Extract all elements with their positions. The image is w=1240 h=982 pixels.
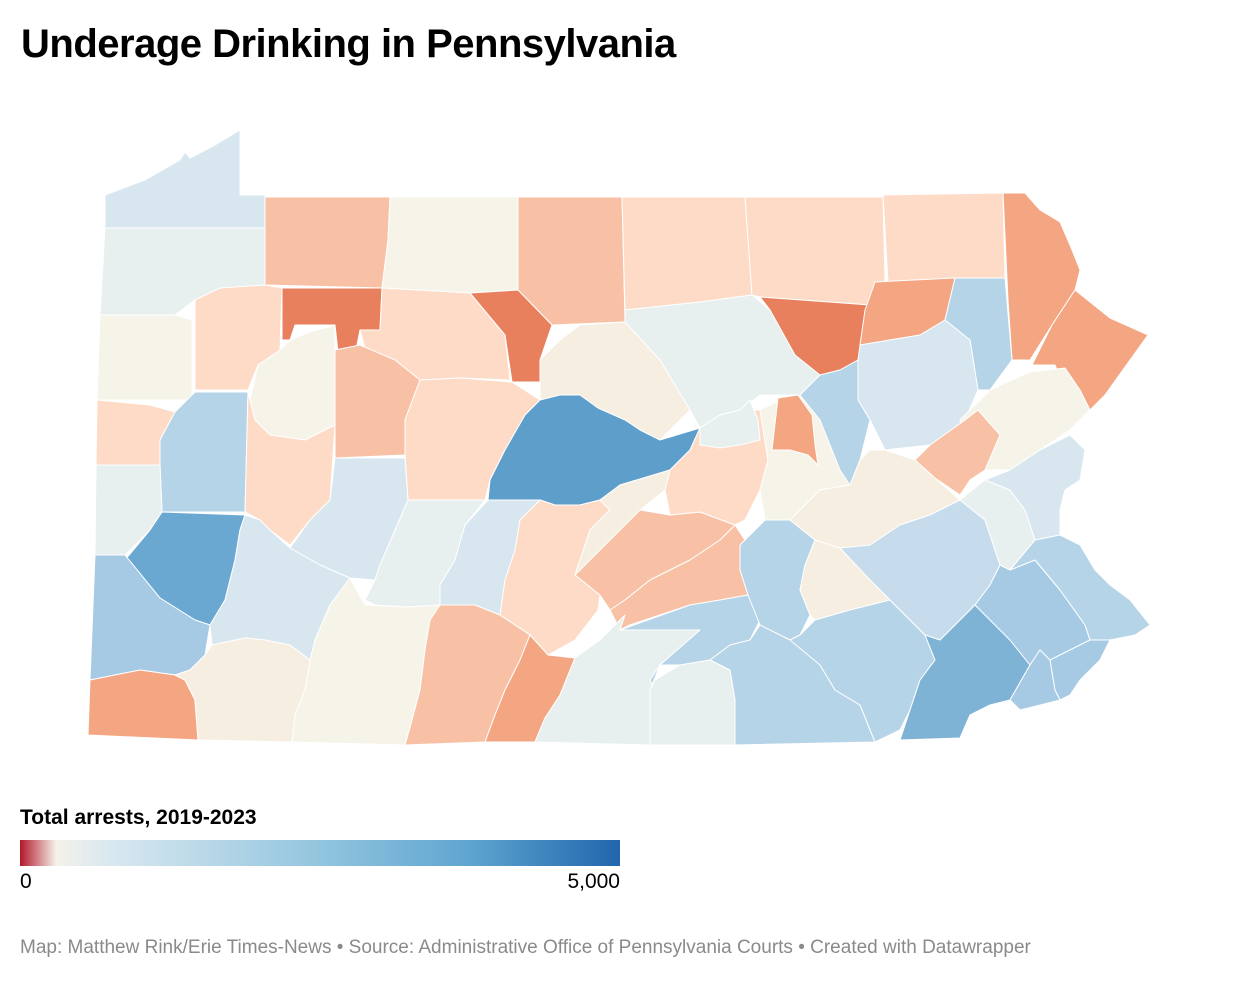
county-greene[interactable] [87, 669, 199, 741]
county-bucks[interactable] [1009, 534, 1151, 641]
county-mercer[interactable] [96, 314, 193, 401]
county-huntingdon[interactable] [499, 499, 611, 656]
legend-max-label: 5,000 [567, 870, 620, 893]
county-carbon[interactable] [914, 409, 1001, 496]
county-mckean[interactable] [381, 196, 519, 294]
county-chester[interactable] [899, 604, 1031, 741]
footer-credits: Map: Matthew Rink/Erie Times-News • Sour… [20, 937, 1031, 958]
county-butler[interactable] [159, 391, 249, 513]
county-bradford[interactable] [744, 196, 886, 306]
legend-gradient [20, 840, 620, 866]
legend-min-label: 0 [20, 870, 32, 893]
county-potter[interactable] [517, 196, 626, 326]
pennsylvania-county-map [87, 129, 1151, 746]
county-tioga[interactable] [621, 196, 753, 311]
legend-title: Total arrests, 2019-2023 [20, 806, 257, 829]
county-adams[interactable] [649, 659, 736, 746]
county-lycoming[interactable] [624, 294, 821, 429]
county-erie[interactable] [104, 129, 266, 229]
county-philadelphia[interactable] [1049, 639, 1111, 701]
county-union[interactable] [699, 399, 761, 449]
county-northampton[interactable] [984, 434, 1086, 541]
county-susquehanna[interactable] [882, 192, 1006, 283]
county-montour[interactable] [771, 394, 819, 466]
county-columbia[interactable] [799, 359, 871, 486]
county-warren[interactable] [264, 196, 391, 289]
legend-color-scale [20, 840, 620, 866]
chart-title: Underage Drinking in Pennsylvania [21, 22, 676, 66]
